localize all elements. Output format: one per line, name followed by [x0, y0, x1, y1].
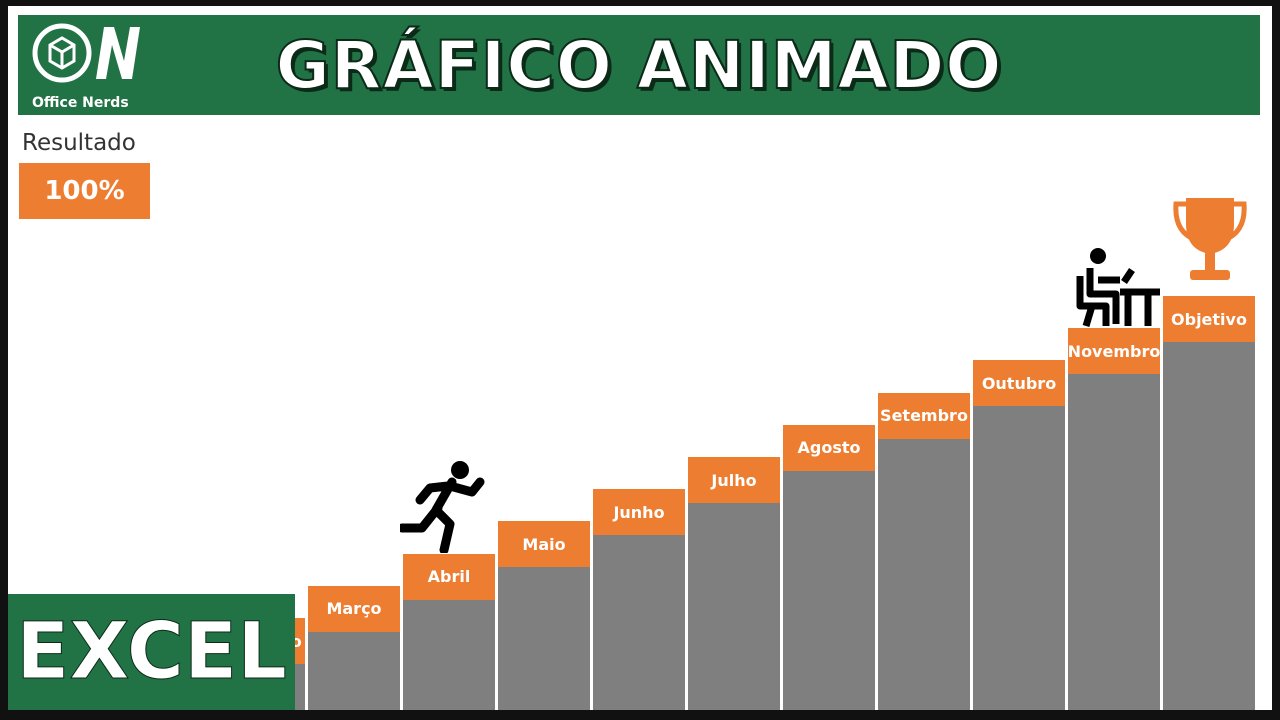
- step-label: Outubro: [973, 360, 1065, 407]
- result-label: Resultado: [22, 130, 136, 156]
- step-label: Julho: [688, 457, 780, 503]
- step-label: Junho: [593, 489, 685, 536]
- step: Agosto: [783, 424, 875, 710]
- step: Abril: [403, 553, 495, 710]
- logo: [32, 23, 140, 83]
- step-label: Abril: [403, 553, 495, 600]
- step: Outubro: [973, 360, 1065, 710]
- excel-badge: EXCEL: [8, 594, 295, 710]
- desk-icon: [1076, 248, 1160, 328]
- step-label: Maio: [498, 521, 590, 568]
- logo-text: Office Nerds: [32, 95, 129, 111]
- step: Setembro: [878, 392, 970, 710]
- step-label: Setembro: [878, 392, 970, 439]
- step-label: Agosto: [783, 424, 875, 471]
- header: Office Nerds GRÁFICO ANIMADO: [18, 15, 1260, 115]
- step: Julho: [688, 457, 780, 710]
- frame: Office Nerds GRÁFICO ANIMADO Resultado 1…: [8, 6, 1272, 710]
- step-label: Objetivo: [1163, 296, 1255, 342]
- step: Março: [308, 585, 400, 710]
- step-label: Março: [308, 585, 400, 632]
- step: Novembro: [1068, 328, 1160, 710]
- step-label: Novembro: [1068, 328, 1160, 375]
- step: Objetivo: [1163, 296, 1255, 710]
- result-value: 100%: [19, 163, 150, 219]
- title: GRÁFICO ANIMADO: [275, 26, 1003, 105]
- step: Junho: [593, 489, 685, 710]
- step: Maio: [498, 521, 590, 710]
- trophy-icon: [1173, 198, 1247, 280]
- runner-icon: [400, 461, 485, 553]
